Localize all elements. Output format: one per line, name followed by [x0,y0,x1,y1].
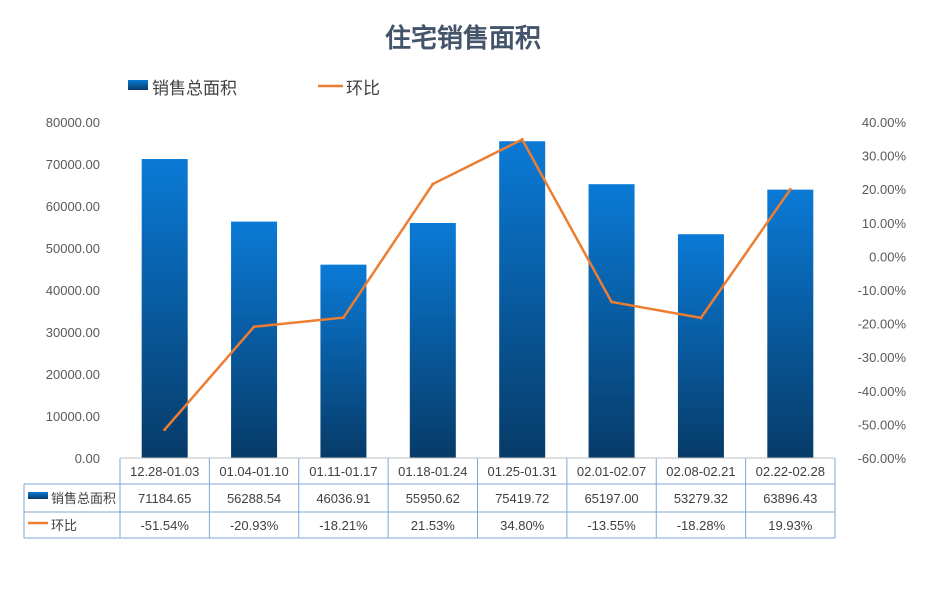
y-right-tick: 0.00% [869,249,906,264]
category-label: 01.11-01.17 [309,464,377,479]
bar [141,159,188,458]
y-right-tick: -60.00% [858,451,907,466]
y-right-tick: -10.00% [858,283,907,298]
data-label: 63896.43 [763,491,817,506]
y-right-tick: 10.00% [862,216,907,231]
y-right-tick: 30.00% [862,149,907,164]
y-right-tick: -50.00% [858,417,907,432]
data-label: 55950.62 [406,491,460,506]
y-left-tick: 60000.00 [46,199,100,214]
table-legend-bar [28,492,48,499]
y-left-tick: 70000.00 [46,157,100,172]
data-label: 56288.54 [227,491,281,506]
line-point [788,187,792,191]
line-point [163,428,167,432]
data-label: 65197.00 [584,491,638,506]
y-left-tick: 80000.00 [46,115,100,130]
line-point [699,316,703,320]
legend-label: 销售总面积 [152,79,237,99]
y-left-tick: 30000.00 [46,325,100,340]
data-label: 34.80% [500,518,545,533]
y-right-tick: 20.00% [862,182,907,197]
legend-label: 环比 [346,79,380,99]
y-right-tick: -40.00% [858,384,907,399]
data-label: -18.21% [319,518,368,533]
data-label: 53279.32 [674,491,728,506]
data-label: -18.28% [677,518,726,533]
y-left-tick: 0.00 [75,451,100,466]
line-point [431,182,435,186]
line-series [163,137,792,431]
legend-swatch-bar [128,80,148,90]
data-label: -51.54% [140,518,189,533]
category-label: 01.25-01.31 [487,464,556,479]
data-label: -13.55% [587,518,636,533]
y-right-tick: -20.00% [858,317,907,332]
data-label: 46036.91 [316,491,370,506]
y-left-tick: 20000.00 [46,367,100,382]
chart-title: 住宅销售面积 [384,24,541,54]
data-label: 21.53% [411,518,456,533]
y-left-tick: 40000.00 [46,283,100,298]
line-point [610,300,614,304]
bar [499,141,546,458]
table-row-label: 销售总面积 [51,491,116,506]
y-right-tick: -30.00% [858,350,907,365]
y-right-tick: 40.00% [862,115,907,130]
data-label: 19.93% [768,518,813,533]
category-label: 02.22-02.28 [756,464,825,479]
category-label: 01.18-01.24 [398,464,467,479]
category-label: 12.28-01.03 [130,464,199,479]
bar [677,234,724,458]
category-label: 01.04-01.10 [219,464,288,479]
y-left-tick: 50000.00 [46,241,100,256]
line-point [252,325,256,329]
table-row-label: 环比 [51,518,77,533]
data-label: 71184.65 [138,491,191,506]
line-point [341,316,345,320]
data-label: -20.93% [230,518,279,533]
bar [767,189,814,458]
category-label: 02.08-02.21 [666,464,735,479]
bar [588,184,635,458]
line-point [520,137,524,141]
data-label: 75419.72 [495,491,549,506]
bar [409,223,456,458]
bar [231,221,278,458]
category-label: 02.01-02.07 [577,464,646,479]
y-left-tick: 10000.00 [46,409,100,424]
